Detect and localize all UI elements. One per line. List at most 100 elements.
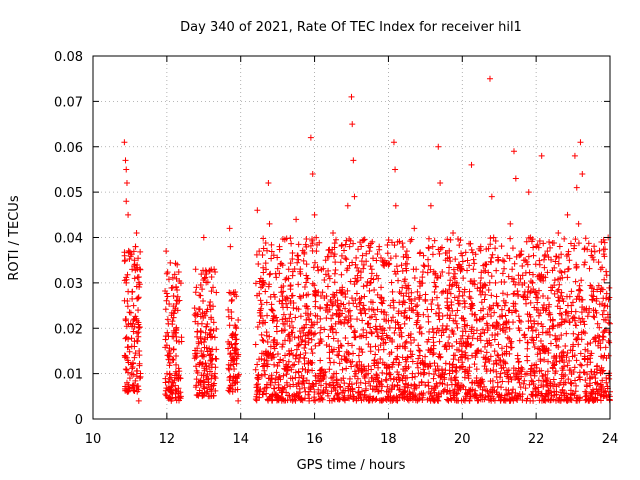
data-point <box>322 368 329 375</box>
data-point <box>586 265 593 272</box>
data-point <box>253 393 260 400</box>
data-point <box>550 376 557 383</box>
data-point <box>529 271 536 278</box>
data-point <box>473 327 480 334</box>
data-point <box>525 284 532 291</box>
data-point <box>335 395 342 402</box>
data-point <box>545 387 552 394</box>
data-point <box>129 295 136 302</box>
data-point <box>122 157 129 164</box>
data-point <box>432 283 439 290</box>
data-point <box>388 349 395 356</box>
data-point <box>176 297 183 304</box>
data-point <box>542 347 549 354</box>
data-point <box>469 335 476 342</box>
y-tick-labels: 00.010.020.030.040.050.060.070.08 <box>54 50 83 428</box>
data-point <box>328 388 335 395</box>
data-point <box>338 241 345 248</box>
data-point <box>444 236 451 243</box>
data-point <box>205 375 212 382</box>
data-point <box>345 350 352 357</box>
data-point <box>135 307 142 314</box>
data-point <box>209 346 216 353</box>
data-point <box>121 139 128 146</box>
data-point <box>572 377 579 384</box>
data-point <box>232 386 239 393</box>
data-point <box>544 391 551 398</box>
data-point <box>406 305 413 312</box>
data-point <box>601 352 608 359</box>
data-point <box>466 240 473 247</box>
data-point <box>262 371 269 378</box>
data-point <box>168 374 175 381</box>
data-point <box>563 397 570 404</box>
data-point <box>255 260 262 267</box>
data-point <box>528 377 535 384</box>
data-point <box>129 382 136 389</box>
data-point <box>283 379 290 386</box>
data-point <box>414 360 421 367</box>
data-point <box>228 298 235 305</box>
data-point <box>392 166 399 173</box>
data-point <box>135 333 142 340</box>
data-point <box>576 286 583 293</box>
data-point <box>350 157 357 164</box>
data-point <box>594 366 601 373</box>
data-point <box>226 366 233 373</box>
data-point <box>553 383 560 390</box>
data-point <box>166 359 173 366</box>
data-point <box>436 316 443 323</box>
data-point <box>331 270 338 277</box>
data-point <box>290 305 297 312</box>
data-point <box>265 180 272 187</box>
data-point <box>127 309 134 316</box>
data-point <box>126 248 133 255</box>
data-point <box>454 383 461 390</box>
data-point <box>594 286 601 293</box>
data-point <box>325 333 332 340</box>
data-point <box>536 238 543 245</box>
data-point <box>273 314 280 321</box>
data-point <box>226 322 233 329</box>
data-points <box>121 75 613 404</box>
data-point <box>125 388 132 395</box>
data-point <box>583 390 590 397</box>
data-point <box>319 389 326 396</box>
data-point <box>355 352 362 359</box>
data-point <box>554 288 561 295</box>
data-point <box>197 327 204 334</box>
data-point <box>306 397 313 404</box>
data-point <box>295 342 302 349</box>
data-point <box>208 273 215 280</box>
x-tick-label: 14 <box>232 432 249 447</box>
data-point <box>314 319 321 326</box>
data-point <box>380 340 387 347</box>
data-point <box>541 356 548 363</box>
data-point <box>583 396 590 403</box>
data-point <box>335 303 342 310</box>
data-point <box>435 391 442 398</box>
data-point <box>469 300 476 307</box>
data-point <box>432 384 439 391</box>
data-point <box>393 263 400 270</box>
data-point <box>333 311 340 318</box>
data-point <box>394 343 401 350</box>
data-point <box>300 329 307 336</box>
data-point <box>445 396 452 403</box>
data-point <box>342 334 349 341</box>
data-point <box>377 254 384 261</box>
data-point <box>452 374 459 381</box>
data-point <box>499 270 506 277</box>
data-point <box>258 331 265 338</box>
data-point <box>408 382 415 389</box>
data-point <box>338 319 345 326</box>
data-point <box>205 362 212 369</box>
data-point <box>490 302 497 309</box>
data-point <box>269 317 276 324</box>
data-point <box>311 290 318 297</box>
data-point <box>451 386 458 393</box>
data-point <box>312 397 319 404</box>
data-point <box>400 298 407 305</box>
data-point <box>396 299 403 306</box>
data-point <box>494 379 501 386</box>
